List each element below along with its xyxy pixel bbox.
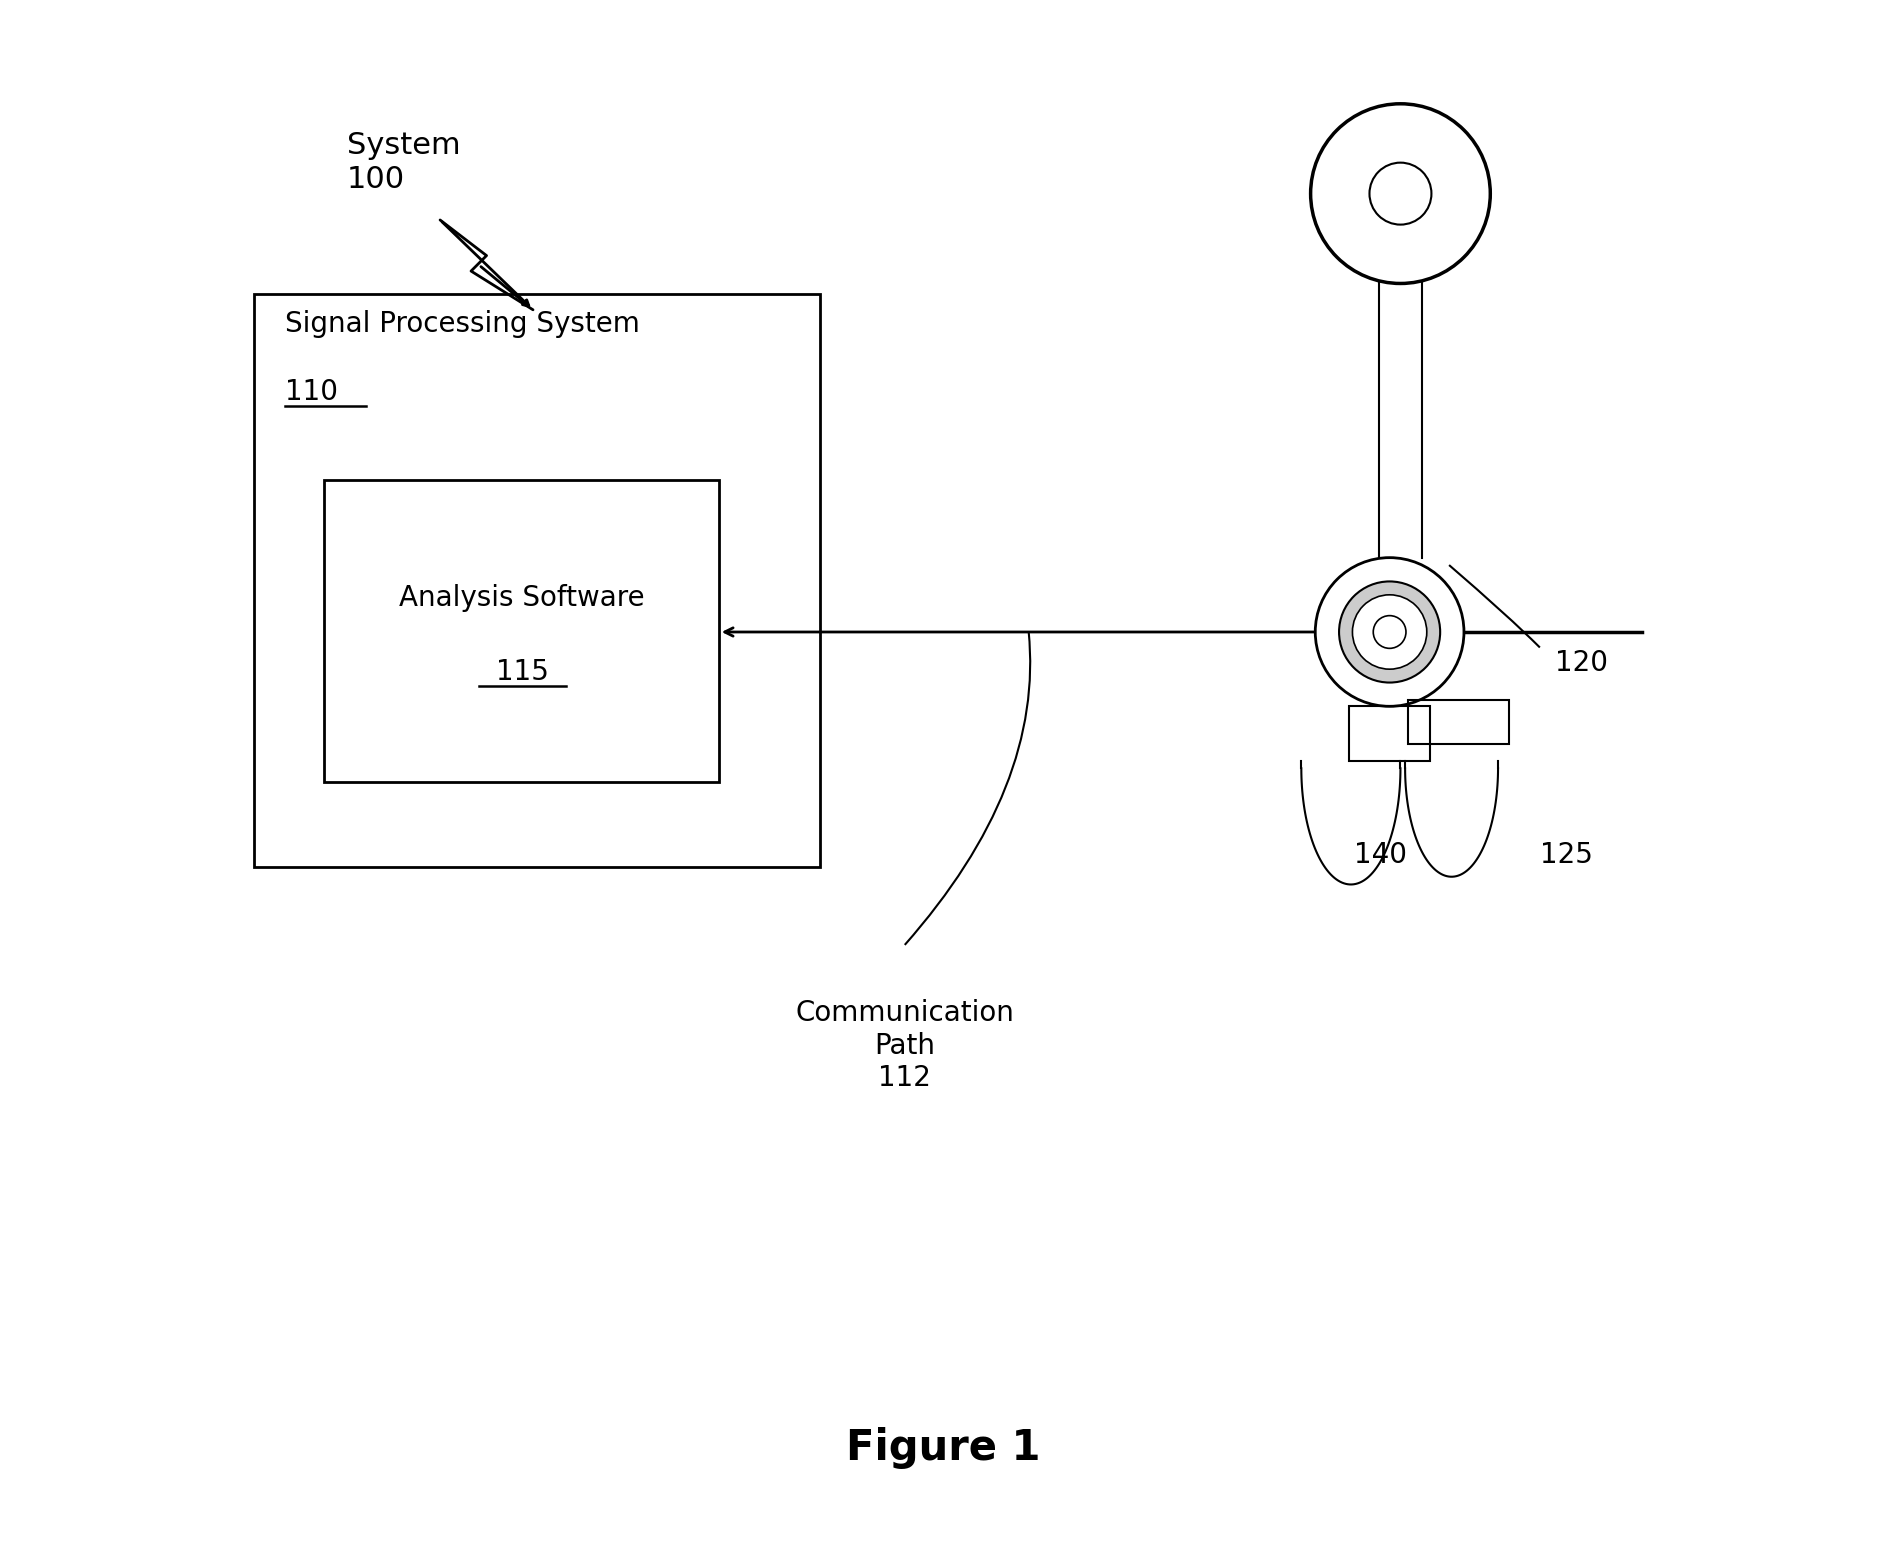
Text: Signal Processing System: Signal Processing System xyxy=(285,310,640,338)
Circle shape xyxy=(1311,104,1491,283)
Text: 110: 110 xyxy=(285,378,338,406)
Bar xyxy=(1349,706,1430,761)
Text: Figure 1: Figure 1 xyxy=(845,1427,1042,1470)
Bar xyxy=(325,480,719,782)
Text: Analysis Software: Analysis Software xyxy=(400,584,645,612)
Circle shape xyxy=(1353,595,1427,669)
Bar xyxy=(1408,700,1510,744)
Text: 125: 125 xyxy=(1540,841,1593,869)
Circle shape xyxy=(1340,581,1440,683)
Bar xyxy=(255,294,819,867)
Text: System
100: System 100 xyxy=(347,132,460,194)
Text: 140: 140 xyxy=(1355,841,1408,869)
Circle shape xyxy=(1315,558,1464,706)
Text: 120: 120 xyxy=(1555,649,1608,677)
Text: Communication
Path
112: Communication Path 112 xyxy=(794,999,1013,1092)
Text: 115: 115 xyxy=(496,658,549,686)
